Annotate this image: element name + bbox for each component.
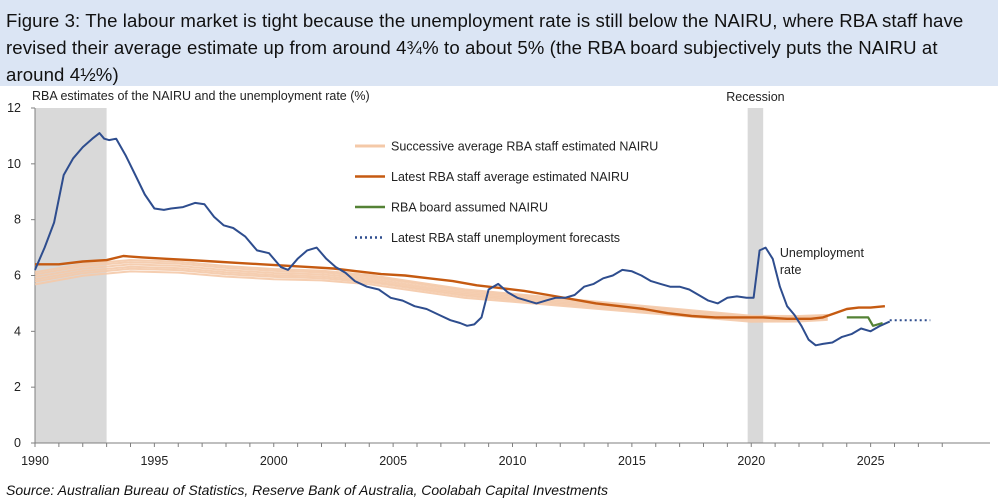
successive-nairu-vintage-2 — [34, 265, 828, 321]
chart-container: 0 2 4 6 8 10 12 1990 1995 2000 2005 2010 2015 2020 202… — [0, 86, 998, 476]
y-tick-label: 2 — [14, 380, 21, 394]
successive-nairu-vintage-5 — [34, 259, 828, 317]
legend-label-latest: Latest RBA staff average estimated NAIRU — [391, 170, 629, 184]
unemployment-annotation-1: rate — [780, 263, 802, 277]
x-tick-label: 1995 — [140, 454, 168, 468]
y-tick-label: 6 — [14, 269, 21, 283]
figure-title: Figure 3: The labour market is tight bec… — [0, 0, 998, 86]
y-tick-label: 8 — [14, 213, 21, 227]
x-tick-label: 2015 — [618, 454, 646, 468]
x-tick-label: 2000 — [260, 454, 288, 468]
source-text: Source: Australian Bureau of Statistics,… — [6, 482, 609, 498]
successive-nairu-vintage-4 — [34, 261, 828, 318]
x-tick-label: 2020 — [737, 454, 765, 468]
y-tick-label: 4 — [14, 324, 21, 338]
source-note: Source: Australian Bureau of Statistics,… — [6, 482, 608, 498]
legend-label-board: RBA board assumed NAIRU — [391, 201, 548, 215]
y-tick-label: 10 — [7, 157, 21, 171]
axes-layer: 0 2 4 6 8 10 12 1990 1995 2000 2005 2010 2015 2020 202… — [7, 101, 990, 468]
figure-title-text: Figure 3: The labour market is tight bec… — [6, 10, 964, 85]
legend-label-forecast: Latest RBA staff unemployment forecasts — [391, 231, 620, 245]
board-nairu-line — [846, 316, 883, 327]
recession-label: Recession — [726, 90, 784, 104]
legend: Successive average RBA staff estimated N… — [355, 140, 658, 245]
y-tick-label: 12 — [7, 101, 21, 115]
unemployment-rate-line — [34, 132, 891, 347]
unemployment-annotation-0: Unemployment — [780, 246, 865, 260]
x-tick-label: 1990 — [21, 454, 49, 468]
chart-text-layer: Recession RBA estimates of the NAIRU and … — [32, 89, 864, 277]
latest-nairu-line — [35, 254, 886, 320]
successive-nairu-vintage-3 — [34, 263, 828, 320]
nairu-unemployment-chart: 0 2 4 6 8 10 12 1990 1995 2000 2005 2010 2015 2020 202… — [7, 89, 990, 468]
series-layer — [34, 132, 931, 347]
chart-title: RBA estimates of the NAIRU and the unemp… — [32, 89, 370, 103]
x-tick-label: 2005 — [379, 454, 407, 468]
x-tick-label: 2010 — [499, 454, 527, 468]
y-tick-label: 0 — [14, 436, 21, 450]
x-tick-label: 2025 — [857, 454, 885, 468]
legend-label-successive: Successive average RBA staff estimated N… — [391, 140, 658, 154]
